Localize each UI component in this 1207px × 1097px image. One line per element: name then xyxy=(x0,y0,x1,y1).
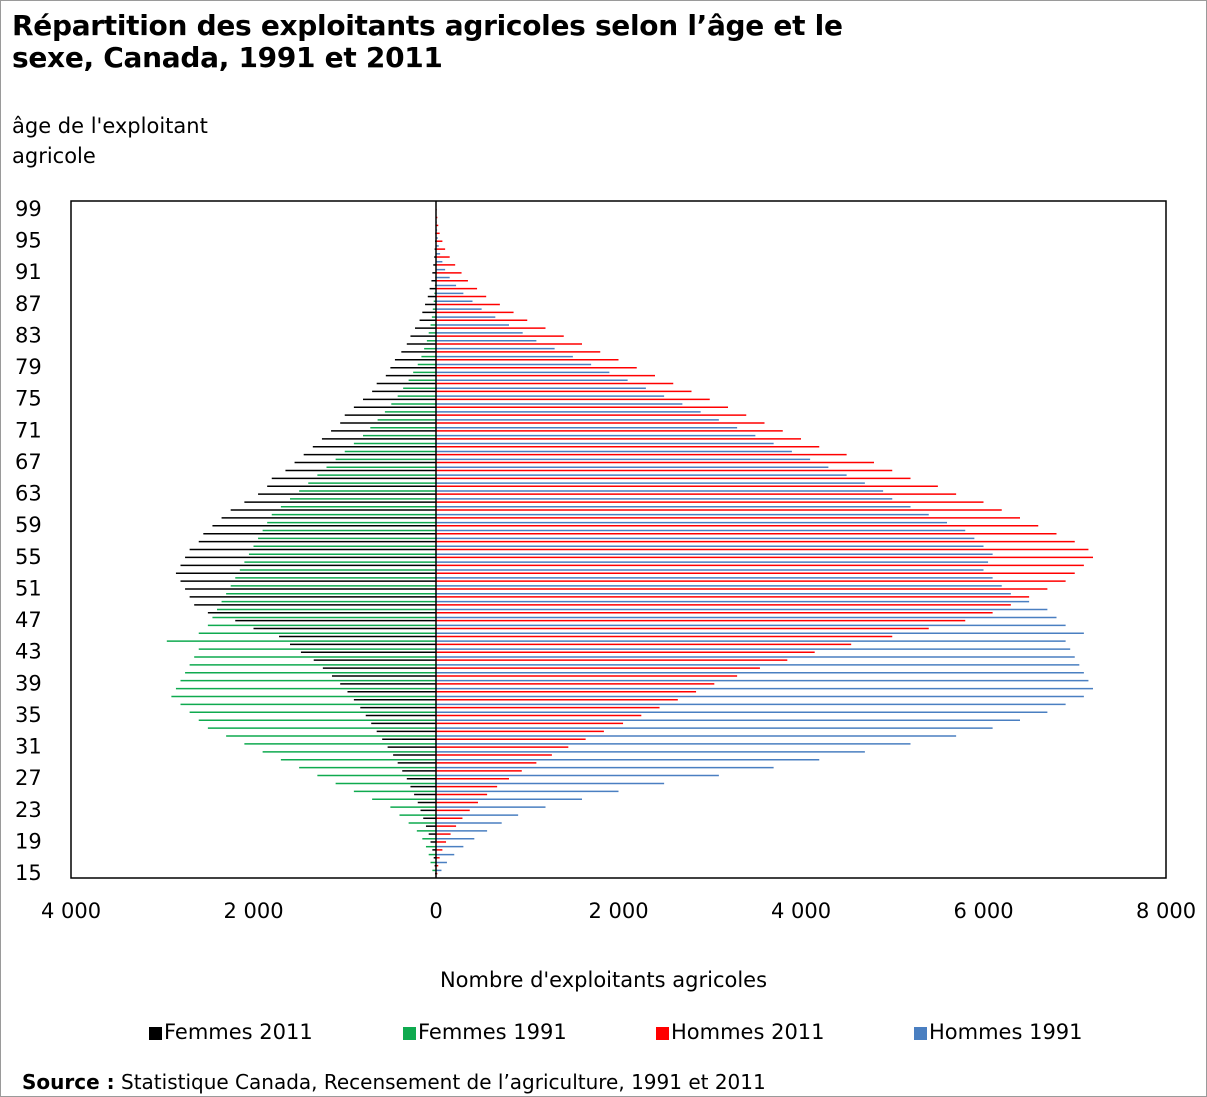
legend-label: Hommes 2011 xyxy=(671,1020,825,1044)
x-tick-label: 6 000 xyxy=(953,899,1013,923)
y-tick-label: 75 xyxy=(15,387,42,411)
legend-label: Femmes 1991 xyxy=(418,1020,567,1044)
y-tick-label: 83 xyxy=(15,323,42,347)
y-tick-label: 31 xyxy=(15,735,42,759)
y-tick-label: 43 xyxy=(15,640,42,664)
y-tick-label: 59 xyxy=(15,513,42,537)
legend-swatch-hommes-1991 xyxy=(914,1027,927,1040)
x-tick-label: 2 000 xyxy=(588,899,648,923)
y-tick-label: 95 xyxy=(15,229,42,253)
chart-title: Répartition des exploitants agricoles se… xyxy=(12,9,843,74)
x-tick-label: 0 xyxy=(429,899,442,923)
y-tick-label: 47 xyxy=(15,608,42,632)
legend-item-femmes-2011: Femmes 2011 xyxy=(149,1020,313,1044)
x-axis-label: Nombre d'exploitants agricoles xyxy=(439,968,768,992)
y-tick-label: 87 xyxy=(15,292,42,316)
y-tick-label: 99 xyxy=(15,197,42,221)
y-tick-label: 55 xyxy=(15,545,42,569)
source-text: Statistique Canada, Recensement de l’agr… xyxy=(114,1070,766,1094)
legend-swatch-femmes-2011 xyxy=(149,1027,162,1040)
y-tick-label: 39 xyxy=(15,671,42,695)
y-tick-label: 27 xyxy=(15,766,42,790)
legend-item-femmes-1991: Femmes 1991 xyxy=(403,1020,567,1044)
y-tick-label: 67 xyxy=(15,450,42,474)
source-label: Source : xyxy=(22,1070,115,1094)
legend-swatch-hommes-2011 xyxy=(656,1027,669,1040)
legend-label: Femmes 2011 xyxy=(164,1020,313,1044)
legend-item-hommes-1991: Hommes 1991 xyxy=(914,1020,1083,1044)
y-axis-label: âge de l'exploitant agricole xyxy=(12,114,208,168)
legend-swatch-femmes-1991 xyxy=(403,1027,416,1040)
x-tick-label: 4 000 xyxy=(41,899,101,923)
y-tick-label: 79 xyxy=(15,355,42,379)
y-tick-label: 19 xyxy=(15,829,42,853)
legend-item-hommes-2011: Hommes 2011 xyxy=(656,1020,825,1044)
y-tick-label: 35 xyxy=(15,703,42,727)
y-tick-label: 15 xyxy=(15,861,42,885)
y-tick-label: 71 xyxy=(15,418,42,442)
x-tick-label: 2 000 xyxy=(223,899,283,923)
chart-plot: 99 95 91 87 83 79 75 71 67 63 59 55 51 47 43 39 35 31 27 23… xyxy=(15,197,1196,923)
legend-label: Hommes 1991 xyxy=(929,1020,1083,1044)
y-tick-label: 91 xyxy=(15,260,42,284)
legend: Femmes 2011 Femmes 1991 Hommes 2011 Homm… xyxy=(0,1020,1207,1050)
x-tick-label: 4 000 xyxy=(771,899,831,923)
x-tick-label: 8 000 xyxy=(1136,899,1196,923)
y-tick-label: 63 xyxy=(15,482,42,506)
y-tick-label: 23 xyxy=(15,798,42,822)
source-note: Source : Statistique Canada, Recensement… xyxy=(22,1070,766,1094)
y-tick-label: 51 xyxy=(15,576,42,600)
plot-area xyxy=(70,200,1167,879)
